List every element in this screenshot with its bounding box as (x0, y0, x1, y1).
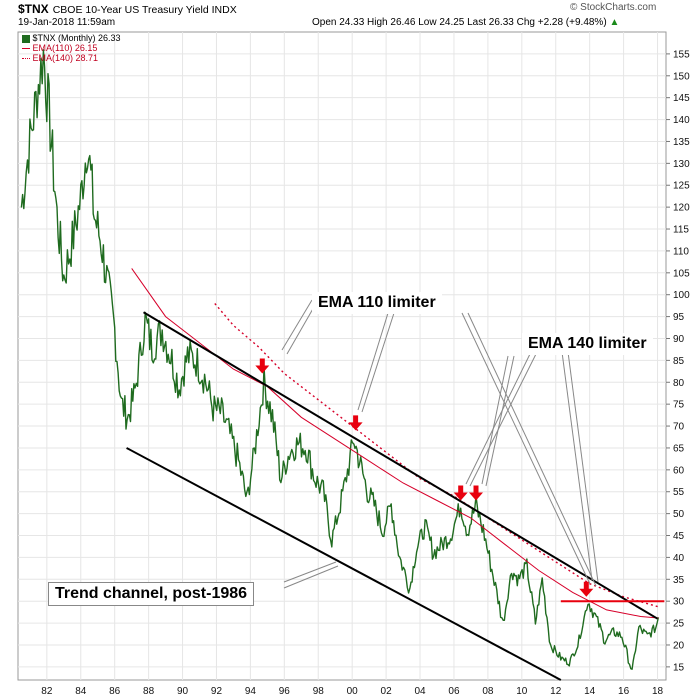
legend-ema110: EMA(110) 26.15 (22, 43, 97, 53)
y-tick-label: 80 (673, 378, 685, 389)
legend-ema140-label: EMA(140) 28.71 (32, 53, 99, 63)
down-arrow-icon (469, 485, 483, 501)
y-tick-label: 130 (673, 159, 690, 170)
y-tick-label: 125 (673, 181, 690, 192)
callout-pointer (465, 353, 531, 485)
y-tick-label: 45 (673, 531, 685, 542)
series (20, 49, 660, 670)
x-tick-label: 06 (448, 686, 460, 697)
y-tick-label: 15 (673, 662, 685, 673)
y-tick-label: 150 (673, 71, 690, 82)
y-tick-label: 115 (673, 225, 689, 236)
trend-channel-upper (143, 311, 659, 620)
y-tick-label: 105 (673, 268, 690, 279)
callout-ema110: EMA 110 limiter (312, 292, 442, 314)
callout-pointer (357, 312, 389, 411)
x-tick-label: 88 (143, 686, 155, 697)
y-tick-label: 155 (673, 49, 690, 60)
callout-lines (281, 299, 599, 589)
x-tick-label: 12 (550, 686, 562, 697)
x-tick-label: 10 (516, 686, 528, 697)
y-tick-label: 20 (673, 640, 685, 651)
ema140-line (214, 303, 659, 608)
y-tick-label: 60 (673, 465, 685, 476)
y-tick-label: 120 (673, 203, 690, 214)
callout-pointer (561, 351, 593, 581)
quote-row: Open 24.33 High 26.46 Low 24.25 Last 26.… (312, 17, 619, 28)
datetime: 19-Jan-2018 11:59am (18, 17, 116, 28)
down-arrow-icon (348, 415, 363, 431)
legend-price-swatch (22, 34, 30, 43)
legend-ema110-label: EMA(110) 26.15 (32, 43, 98, 53)
y-tick-label: 100 (673, 290, 690, 301)
callout-pointer (567, 351, 599, 583)
price-series-line (20, 49, 660, 670)
x-tick-label: 84 (75, 686, 87, 697)
callout-pointer (283, 565, 339, 589)
legend-price-label: $TNX (Monthly) 26.33 (32, 33, 121, 43)
x-axis: 82 84 86 88 90 92 94 96 98 00 02 04 06 08 10 12 14 16 18 (41, 686, 663, 697)
plot-border (17, 31, 667, 681)
x-tick-label: 94 (245, 686, 257, 697)
title-row: $TNX CBOE 10-Year US Treasury Yield INDX (18, 2, 237, 16)
y-tick-label: 40 (673, 553, 685, 564)
quote: Open 24.33 High 26.46 Low 24.25 Last 26.… (312, 17, 607, 28)
x-tick-label: 02 (381, 686, 393, 697)
down-arrow-icon (453, 485, 468, 501)
y-tick-label: 85 (673, 356, 685, 367)
legend-ema110-swatch (22, 48, 30, 50)
y-tick-label: 25 (673, 619, 685, 630)
callout-pointer (485, 355, 515, 487)
y-tick-label: 135 (673, 137, 690, 148)
y-tick-label: 70 (673, 422, 685, 433)
callout-pointer (461, 312, 591, 585)
x-tick-label: 04 (414, 686, 426, 697)
y-axis: 15 20 25 30 35 40 45 50 55 60 65 70 75 80 85 90 95 100 105… (666, 49, 690, 673)
x-tick-label: 16 (618, 686, 630, 697)
y-tick-label: 145 (673, 93, 690, 104)
x-tick-label: 86 (109, 686, 121, 697)
y-tick-label: 30 (673, 597, 685, 608)
legend-price: $TNX (Monthly) 26.33 (22, 33, 121, 43)
callout-pointer (281, 299, 313, 351)
x-tick-label: 00 (347, 686, 359, 697)
down-arrow-icon (579, 581, 594, 597)
callout-pointer (481, 355, 509, 485)
x-tick-label: 92 (211, 686, 223, 697)
y-tick-label: 55 (673, 487, 685, 498)
down-arrow-icon (255, 358, 270, 374)
description: CBOE 10-Year US Treasury Yield INDX (52, 4, 237, 16)
callout-ema140: EMA 140 limiter (522, 333, 653, 355)
watermark: © StockCharts.com (570, 2, 657, 13)
x-tick-label: 90 (177, 686, 189, 697)
callout-trend-channel: Trend channel, post-1986 (48, 582, 255, 606)
x-tick-label: 98 (313, 686, 325, 697)
x-tick-label: 96 (279, 686, 291, 697)
overlay-lines (126, 311, 665, 681)
legend-ema140-swatch (22, 58, 30, 60)
x-tick-label: 14 (584, 686, 596, 697)
limiter-arrows (255, 358, 594, 597)
y-tick-label: 35 (673, 575, 685, 586)
callout-pointer (469, 353, 537, 487)
trend-channel-lower (126, 447, 562, 681)
x-tick-label: 18 (652, 686, 664, 697)
callout-pointer (283, 561, 337, 583)
up-arrow-icon: ▲ (609, 17, 620, 28)
legend-ema140: EMA(140) 28.71 (22, 53, 98, 63)
callout-pointer (361, 312, 395, 413)
callout-pointer (467, 312, 597, 587)
y-tick-label: 140 (673, 115, 690, 126)
y-tick-label: 50 (673, 509, 685, 520)
x-tick-label: 08 (482, 686, 494, 697)
symbol: $TNX (18, 2, 49, 16)
y-tick-label: 110 (673, 246, 689, 257)
y-tick-label: 90 (673, 334, 685, 345)
y-tick-label: 75 (673, 400, 685, 411)
y-tick-label: 95 (673, 312, 685, 323)
y-tick-label: 65 (673, 443, 685, 454)
ema110-line (131, 268, 659, 619)
x-tick-label: 82 (41, 686, 53, 697)
